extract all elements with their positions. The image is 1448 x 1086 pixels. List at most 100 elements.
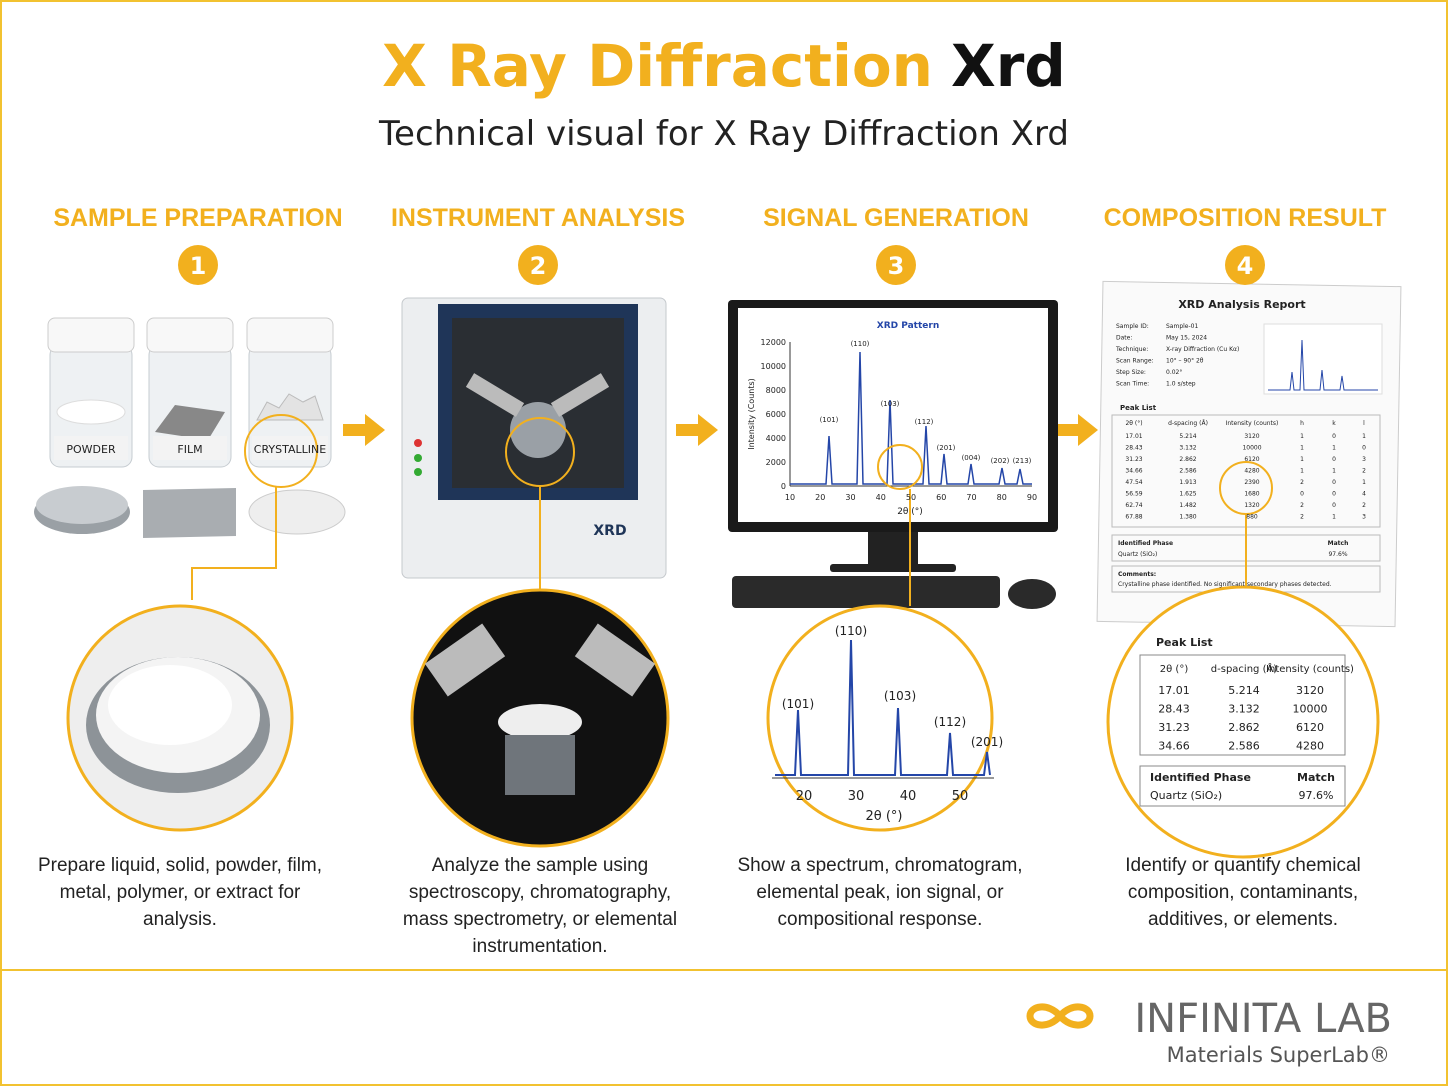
step-description: Show a spectrum, chromatogram, elemental… [737,855,1023,930]
meta-value: Sample-01 [1166,323,1198,330]
comments-title: Comments: [1118,571,1156,578]
x-tick-label: 80 [997,493,1007,502]
step-number: 3 [888,252,905,280]
meta-value: May 15, 2024 [1166,335,1207,342]
table-cell: 3.132 [1228,703,1260,716]
column-header: 2θ (°) [1125,420,1142,427]
comments: Crystalline phase identified. No signifi… [1118,581,1332,588]
table-cell: 4 [1362,491,1366,498]
table-cell: 1 [1332,514,1336,521]
title: X Ray Diffraction [382,32,933,100]
y-tick-label: 0 [781,482,786,491]
phase-name: Quartz (SiO₂) [1118,551,1157,558]
table-cell: 34.66 [1125,468,1142,475]
table-cell: 47.54 [1125,479,1142,486]
table-cell: 1 [1300,445,1304,452]
y-tick-label: 8000 [766,386,786,395]
x-tick-label: 40 [876,493,886,502]
instrument [401,297,670,848]
phase-name: Quartz (SiO₂) [1150,789,1222,802]
x-tick-label: 60 [936,493,946,502]
table-cell: 1 [1300,456,1304,463]
x-tick-label: 30 [845,493,855,502]
meta-value: 10° – 90° 2θ [1166,358,1204,365]
column-header: h [1300,420,1304,427]
table-cell: 5.214 [1228,684,1260,697]
peak-label: (101) [820,416,839,424]
table-cell: 1.482 [1179,502,1196,509]
subtitle: Technical visual for X Ray Diffraction X… [378,114,1069,154]
table-cell: 10000 [1293,703,1328,716]
table-cell: 28.43 [1125,445,1142,452]
peak-list-title: Peak List [1120,404,1157,412]
table-cell: 1 [1300,433,1304,440]
column-header: d-spacing (Å) [1168,420,1208,427]
table-cell: 0 [1332,479,1336,486]
table-cell: 1.913 [1179,479,1196,486]
table-cell: 3120 [1296,684,1324,697]
table-cell: 6120 [1244,456,1259,463]
x-tick-label: 50 [952,789,969,804]
table-cell: 3.132 [1179,445,1196,452]
meta-value: X-ray Diffraction (Cu Kα) [1166,346,1239,353]
table-cell: 2.862 [1179,456,1196,463]
y-tick-label: 4000 [766,434,786,443]
meta-key: Scan Range: [1116,358,1154,365]
jar-label: POWDER [66,443,116,456]
table-cell: 34.66 [1158,740,1190,753]
x-tick-label: 20 [815,493,825,502]
x-tick-label: 20 [796,789,813,804]
table-cell: 0 [1332,491,1336,498]
step-heading: COMPOSITION RESULT [1104,204,1387,232]
table-cell: 2 [1300,514,1304,521]
table-cell: 2 [1300,479,1304,486]
peak-label: (004) [962,454,981,462]
table-cell: 1 [1362,479,1366,486]
column-header: 2θ (°) [1160,664,1189,675]
table-cell: 4280 [1244,468,1259,475]
report-title: XRD Analysis Report [1178,298,1305,311]
x-tick-label: 90 [1027,493,1037,502]
table-cell: 4280 [1296,740,1324,753]
phase-match: 97.6% [1328,551,1347,558]
arrows [343,414,1098,446]
step-description: Analyze the sample using spectroscopy, c… [402,855,678,957]
peak-label: (103) [881,400,900,408]
table-cell: 28.43 [1158,703,1190,716]
phase-header: Match [1297,771,1335,784]
table-cell: 1 [1332,445,1336,452]
column-header: d-spacing (Å) [1211,662,1278,675]
step-description: Identify or quantify chemical compositio… [1125,855,1361,930]
table-cell: 17.01 [1158,684,1190,697]
sample-jars [34,317,346,832]
table-cell: 31.23 [1125,456,1142,463]
table-cell: 56.59 [1125,491,1142,498]
column-header: Intensity (counts) [1266,664,1354,675]
peak-label: (201) [971,735,1003,749]
table-cell: 10000 [1242,445,1261,452]
phase-match: 97.6% [1299,789,1334,802]
x-axis-label: 2θ (°) [865,809,902,824]
table-cell: 0 [1332,502,1336,509]
table-cell: 17.01 [1125,433,1142,440]
meta-key: Scan Time: [1116,381,1149,388]
step-description: Prepare liquid, solid, powder, film, met… [37,855,323,930]
table-cell: 2 [1300,502,1304,509]
meta-key: Sample ID: [1116,323,1149,330]
step-number: 1 [190,252,207,280]
meta-value: 1.0 s/step [1166,381,1196,388]
step-badge [518,245,558,285]
table-cell: 67.88 [1125,514,1142,521]
x-tick-label: 40 [900,789,917,804]
peak-label: (103) [884,689,916,703]
table-cell: 1.625 [1179,491,1196,498]
phase-header: Identified Phase [1150,771,1251,784]
table-cell: 3 [1362,514,1366,521]
report [1096,280,1402,859]
step-badge [178,245,218,285]
title-accent: Xrd [951,32,1066,100]
column-header: Intensity (counts) [1226,420,1279,427]
y-tick-label: 2000 [766,458,786,467]
peak-label: (110) [835,624,867,638]
